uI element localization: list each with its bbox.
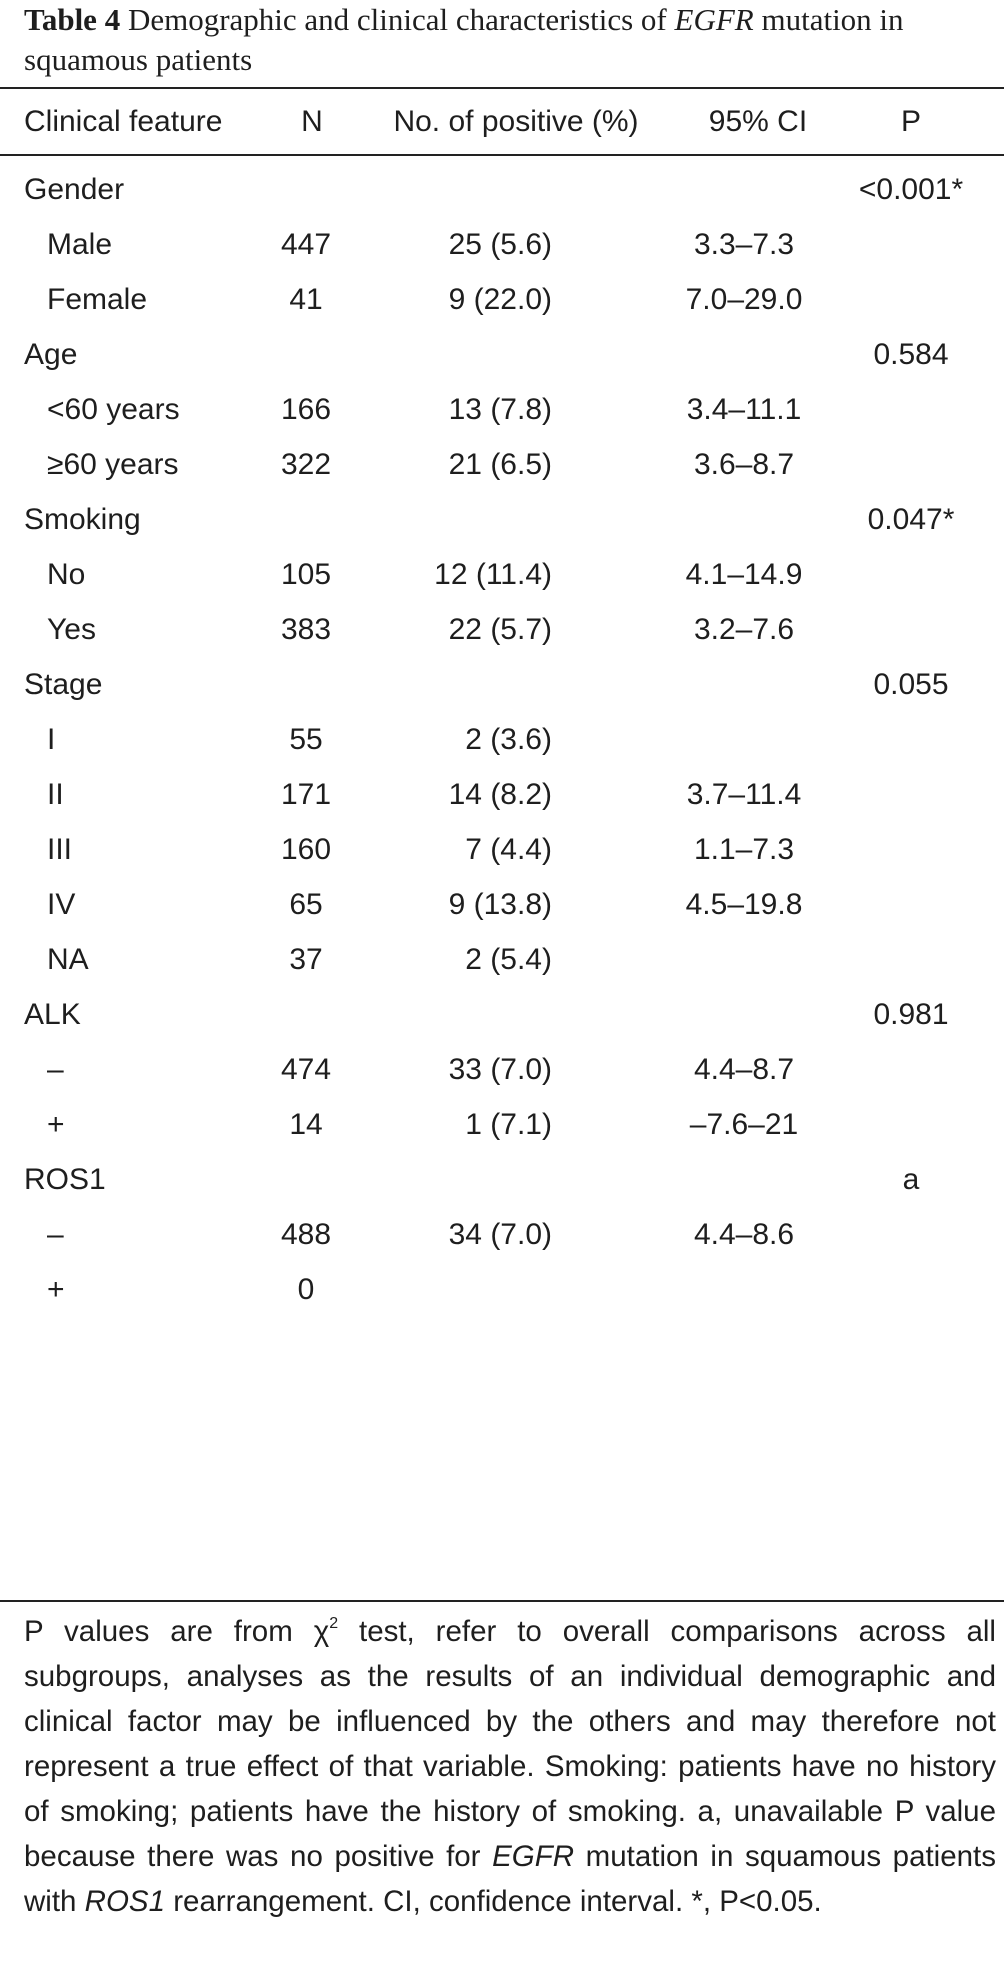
cell-p: 0.055 [873, 668, 949, 701]
cell-clinical-feature: – [47, 1218, 64, 1251]
cell-positive: 25 (5.6) [448, 228, 552, 261]
table-top-rule [0, 87, 1004, 89]
cell-ci: 1.1–7.3 [693, 833, 795, 866]
cell-ci: 3.7–11.4 [686, 778, 802, 811]
footnote-text-3: mutation in squamous patients with [24, 1840, 996, 1918]
cell-clinical-feature: III [47, 833, 73, 866]
cell-clinical-feature: IV [47, 888, 76, 921]
cell-ci: 4.5–19.8 [685, 888, 803, 921]
cell-clinical-feature: ALK [24, 998, 81, 1031]
cell-n: 37 [289, 943, 323, 976]
cell-n: 474 [280, 1053, 332, 1086]
cell-p: <0.001* [858, 173, 964, 206]
footnote-text-4: rearrangement. CI, confidence interval. … [165, 1885, 822, 1918]
cell-clinical-feature: Gender [24, 173, 125, 206]
cell-clinical-feature: <60 years [47, 393, 180, 426]
cell-positive: 2 (3.6) [465, 723, 552, 756]
cell-n: 488 [280, 1218, 332, 1251]
cell-positive: 21 (6.5) [448, 448, 552, 481]
cell-n: 55 [289, 723, 323, 756]
cell-clinical-feature: Male [47, 228, 113, 261]
footnote-italic-ros1: ROS1 [84, 1885, 166, 1918]
cell-ci: 3.2–7.6 [693, 613, 795, 646]
cell-positive: 7 (4.4) [465, 833, 552, 866]
caption-italic-term: EGFR [674, 2, 754, 37]
cell-positive: 1 (7.1) [465, 1108, 552, 1141]
caption-label: Table 4 [24, 2, 121, 37]
header-ci: 95% CI [708, 105, 808, 138]
caption-text: Demographic and clinical characteristics… [127, 2, 667, 37]
cell-clinical-feature: + [47, 1108, 65, 1141]
cell-ci: 3.3–7.3 [693, 228, 795, 261]
cell-n: 166 [280, 393, 332, 426]
cell-n: 65 [289, 888, 323, 921]
cell-p: a [902, 1163, 920, 1196]
cell-clinical-feature: I [47, 723, 56, 756]
cell-positive: 33 (7.0) [448, 1053, 552, 1086]
cell-positive: 13 (7.8) [448, 393, 552, 426]
cell-n: 383 [280, 613, 332, 646]
cell-p: 0.981 [873, 998, 949, 1031]
cell-positive: 14 (8.2) [448, 778, 552, 811]
table-footnote: P values are from χ2 test, refer to over… [24, 1609, 996, 1924]
cell-positive: 9 (22.0) [448, 283, 552, 316]
footnote-text-1: P values are from [24, 1615, 314, 1648]
cell-ci: 3.4–11.1 [686, 393, 802, 426]
cell-ci: 4.1–14.9 [685, 558, 803, 591]
table-header-rule [0, 154, 1004, 156]
cell-ci: 3.6–8.7 [693, 448, 795, 481]
cell-clinical-feature: ≥60 years [47, 448, 179, 481]
cell-n: 322 [280, 448, 332, 481]
caption-text-after: mutation in squamous patients [24, 2, 904, 77]
cell-n: 0 [297, 1273, 315, 1306]
cell-clinical-feature: II [47, 778, 64, 811]
header-positive: No. of positive (%) [393, 105, 639, 138]
cell-positive: 12 (11.4) [434, 558, 552, 591]
cell-clinical-feature: Age [24, 338, 78, 371]
table-bottom-rule [0, 1600, 1004, 1602]
cell-positive: 34 (7.0) [448, 1218, 552, 1251]
cell-clinical-feature: Stage [24, 668, 103, 701]
cell-p: 0.584 [873, 338, 949, 371]
header-p: P [900, 105, 922, 138]
cell-clinical-feature: ROS1 [24, 1163, 106, 1196]
cell-n: 105 [280, 558, 332, 591]
cell-n: 447 [280, 228, 332, 261]
cell-n: 41 [289, 283, 323, 316]
footnote-chi-superscript: 2 [329, 1615, 339, 1633]
cell-positive: 22 (5.7) [448, 613, 552, 646]
cell-ci: –7.6–21 [689, 1108, 799, 1141]
cell-clinical-feature: Yes [47, 613, 96, 646]
header-clinical-feature: Clinical feature [24, 105, 223, 138]
header-n: N [301, 105, 323, 138]
cell-ci: 7.0–29.0 [685, 283, 803, 316]
footnote-text-2: test, refer to overall comparisons acros… [24, 1615, 996, 1873]
cell-positive: 2 (5.4) [465, 943, 552, 976]
cell-ci: 4.4–8.7 [693, 1053, 795, 1086]
footnote-italic-egfr: EGFR [492, 1840, 575, 1873]
cell-positive: 9 (13.8) [448, 888, 552, 921]
cell-clinical-feature: No [47, 558, 86, 591]
cell-n: 160 [280, 833, 332, 866]
cell-p: 0.047* [867, 503, 955, 536]
cell-clinical-feature: – [47, 1053, 64, 1086]
cell-n: 14 [289, 1108, 323, 1141]
cell-clinical-feature: + [47, 1273, 65, 1306]
footnote-chi-symbol: χ [313, 1615, 330, 1648]
cell-n: 171 [280, 778, 332, 811]
table-caption: Table 4 Demographic and clinical charact… [24, 0, 994, 80]
cell-clinical-feature: NA [47, 943, 89, 976]
cell-clinical-feature: Female [47, 283, 148, 316]
cell-ci: 4.4–8.6 [693, 1218, 795, 1251]
cell-clinical-feature: Smoking [24, 503, 141, 536]
